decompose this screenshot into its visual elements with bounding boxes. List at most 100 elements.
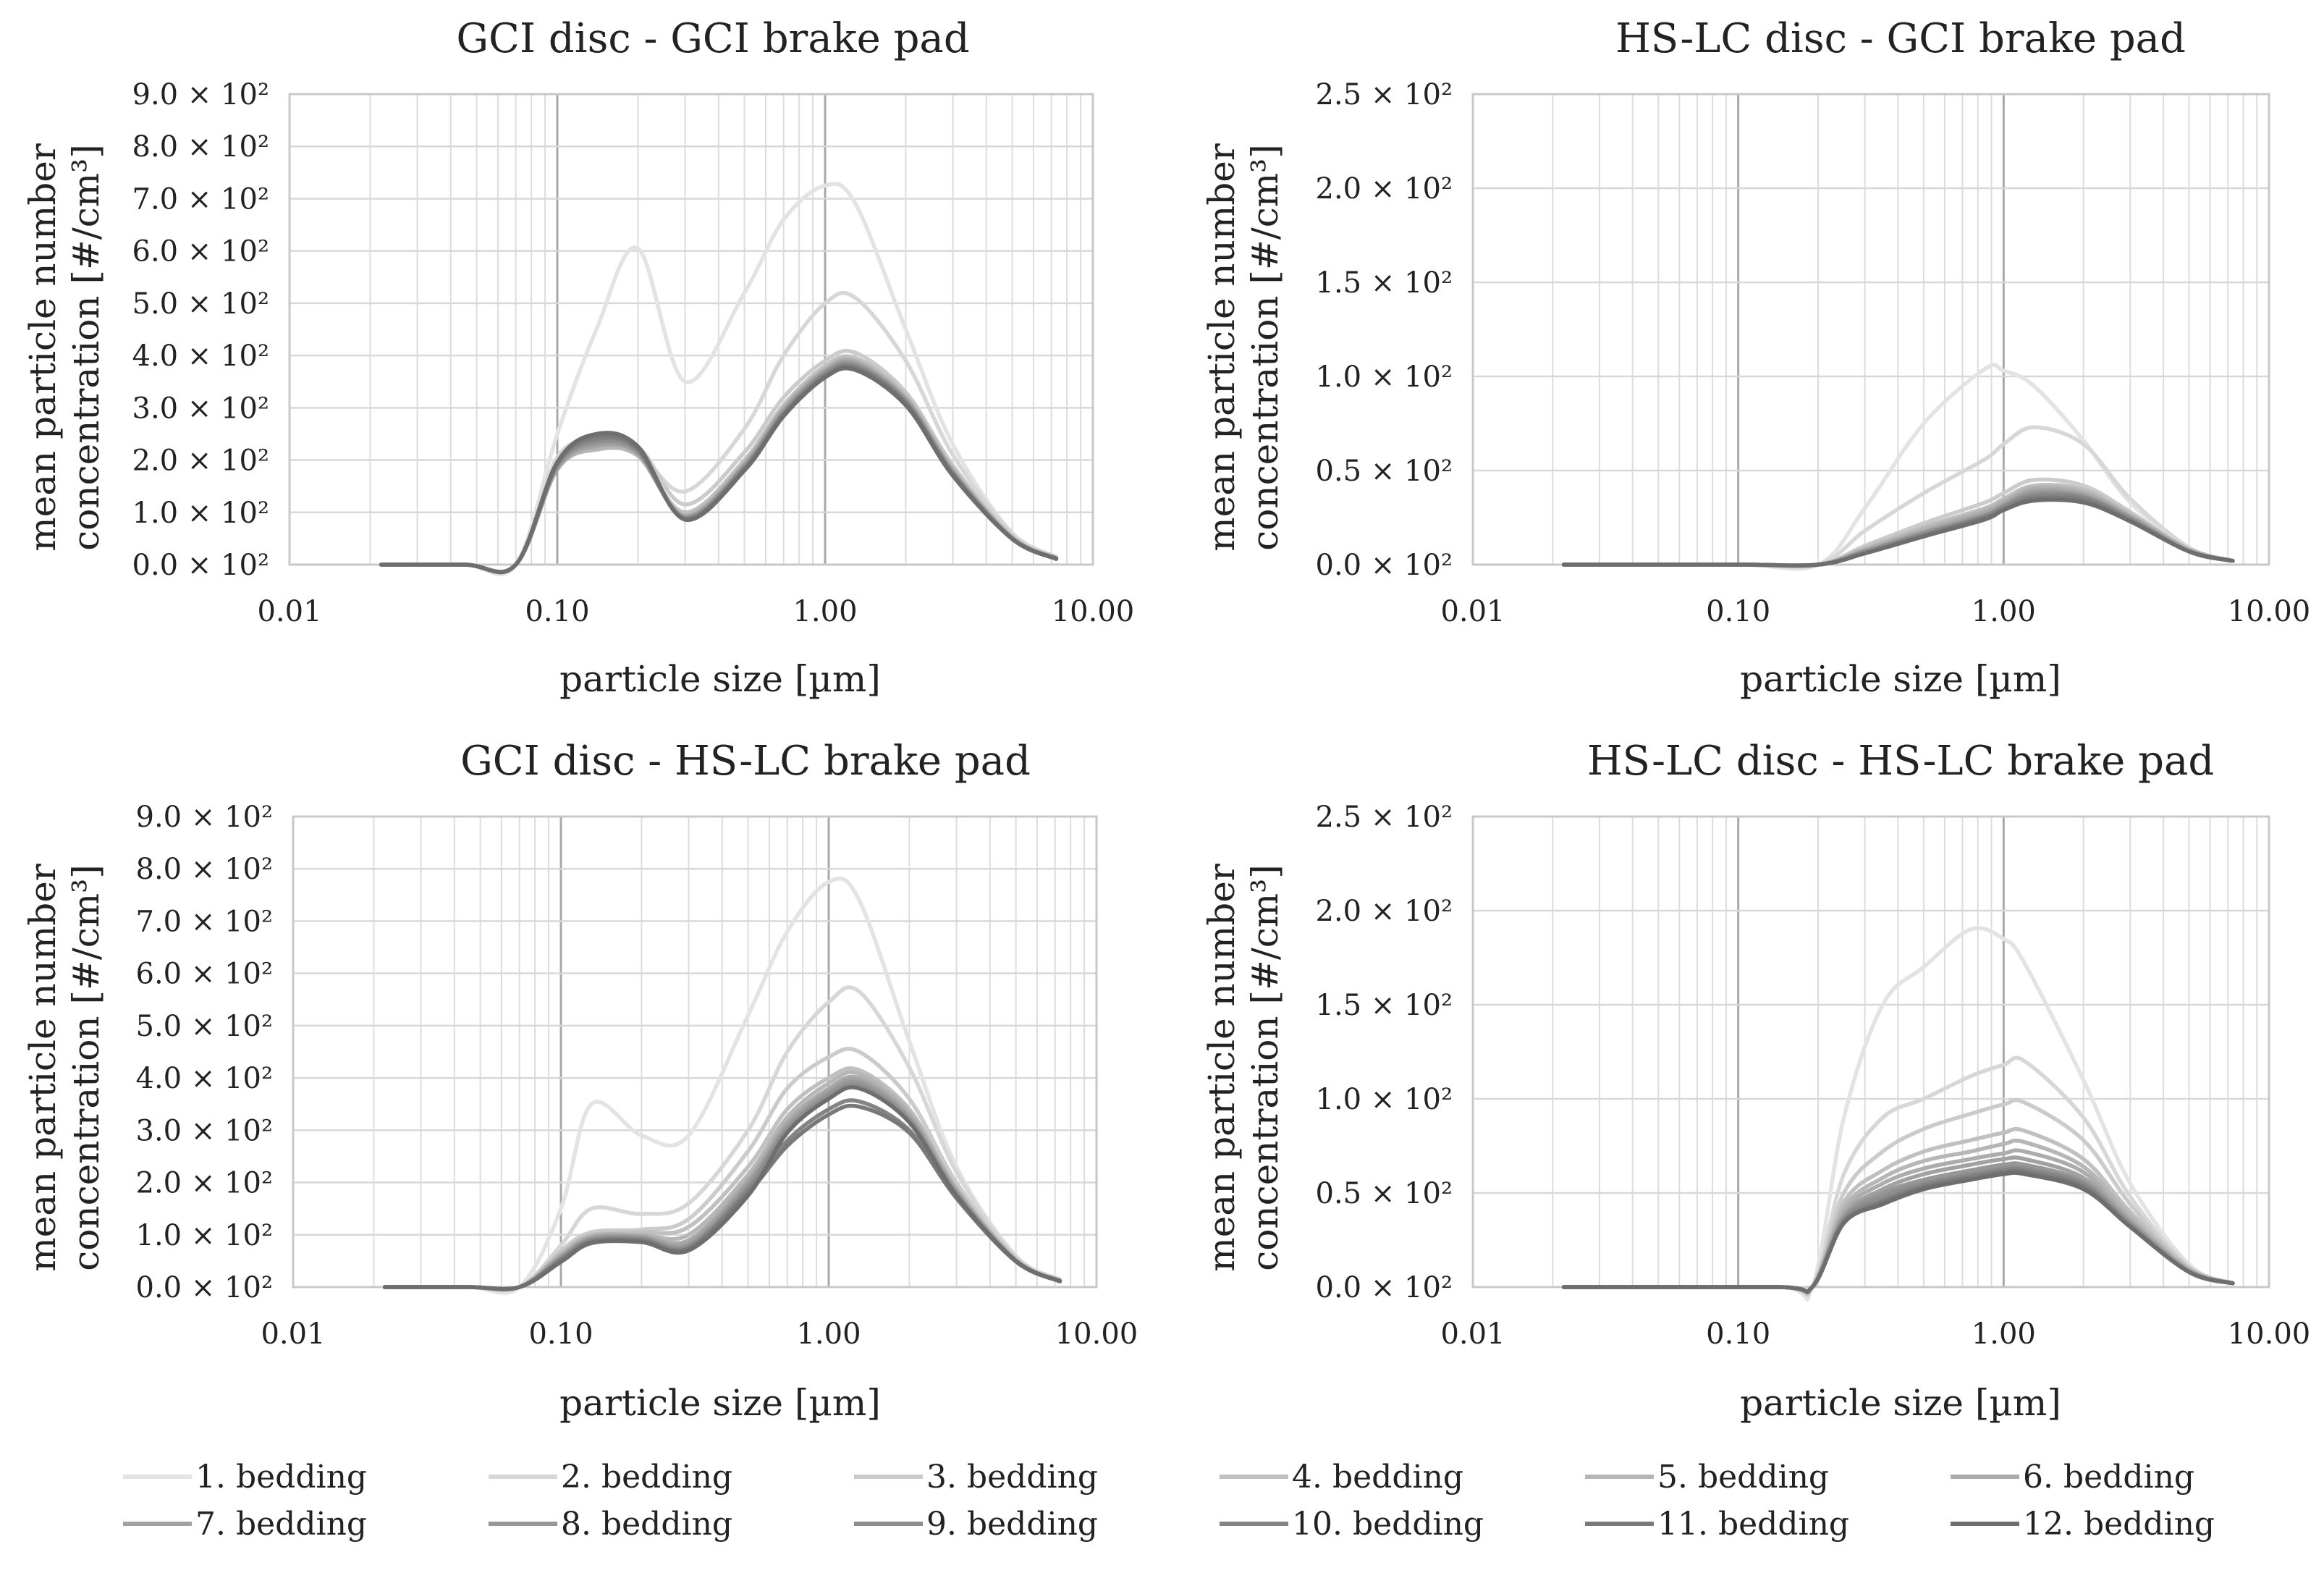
y-tick-label: 1.5 × 10² <box>1316 266 1453 300</box>
legend-label: 4. bedding <box>1292 1459 1463 1496</box>
y-axis-label-line1: mean particle number <box>1201 143 1243 552</box>
plot-border <box>1471 815 2270 1289</box>
y-tick-label: 4.0 × 10² <box>132 340 270 373</box>
y-tick-label: 2.0 × 10² <box>1316 172 1453 206</box>
series-line-12 <box>1561 1171 2235 1294</box>
series-lines <box>379 182 1059 577</box>
legend-label: 9. bedding <box>926 1506 1098 1543</box>
y-tick-label: 0.5 × 10² <box>1316 1177 1453 1210</box>
y-axis-label-line2: concentration [#/cm³] <box>1244 144 1286 550</box>
legend-item-3: 3. bedding <box>854 1459 1098 1496</box>
chart-gci-disc-hslc-pad: GCI disc - HS-LC brake pad mean particle… <box>22 738 1138 1424</box>
y-tick-label: 9.0 × 10² <box>136 801 274 834</box>
legend-label: 3. bedding <box>926 1459 1098 1496</box>
y-tick-label: 0.0 × 10² <box>1316 549 1453 582</box>
y-tick-label: 2.0 × 10² <box>1316 895 1453 928</box>
y-tick-label: 2.0 × 10² <box>132 444 270 478</box>
series-line-12 <box>1561 497 2235 568</box>
y-tick-label: 0.5 × 10² <box>1316 455 1453 488</box>
y-tick-label: 2.5 × 10² <box>1316 801 1453 834</box>
x-tick-label: 0.10 <box>1706 595 1770 628</box>
legend-item-6: 6. bedding <box>1951 1459 2194 1496</box>
chart-title: GCI disc - HS-LC brake pad <box>460 738 1031 785</box>
chart-title: HS-LC disc - GCI brake pad <box>1615 15 2186 62</box>
x-axis-label: particle size [µm] <box>559 658 881 700</box>
legend-item-8: 8. bedding <box>489 1506 732 1543</box>
y-tick-label: 1.0 × 10² <box>136 1219 274 1252</box>
series-line-1 <box>382 876 1062 1295</box>
legend-label: 2. bedding <box>561 1459 732 1496</box>
legend-item-1: 1. bedding <box>123 1459 367 1496</box>
y-tick-label: 6.0 × 10² <box>136 958 274 991</box>
x-tick-label: 0.10 <box>1706 1317 1770 1351</box>
x-axis-label: particle size [µm] <box>1740 658 2061 700</box>
y-tick-label: 1.0 × 10² <box>1316 360 1453 394</box>
y-tick-label: 6.0 × 10² <box>132 235 270 269</box>
y-tick-label: 8.0 × 10² <box>132 130 270 164</box>
y-axis-label-line2: concentration [#/cm³] <box>65 144 107 550</box>
legend-label: 5. bedding <box>1657 1459 1829 1496</box>
x-tick-label: 0.10 <box>525 595 589 628</box>
chart-hslc-disc-gci-pad: HS-LC disc - GCI brake pad mean particle… <box>1201 15 2310 700</box>
x-axis-label: particle size [µm] <box>1740 1382 2061 1424</box>
x-tick-label: 0.01 <box>261 1317 325 1351</box>
series-line-12 <box>379 366 1059 575</box>
legend-item-5: 5. bedding <box>1585 1459 1829 1496</box>
x-tick-label: 0.01 <box>1440 595 1505 628</box>
legend-label: 7. bedding <box>195 1506 367 1543</box>
legend: 1. bedding 2. bedding 3. bedding 4. bedding… <box>123 1459 2215 1543</box>
series-lines <box>1561 363 2235 571</box>
x-tick-label: 10.00 <box>2228 1317 2311 1351</box>
y-tick-label: 3.0 × 10² <box>132 392 270 425</box>
y-axis-label-line1: mean particle number <box>22 864 64 1272</box>
legend-item-7: 7. bedding <box>123 1506 367 1543</box>
x-tick-label: 10.00 <box>1052 595 1135 628</box>
series-lines <box>382 876 1062 1295</box>
y-tick-label: 4.0 × 10² <box>136 1062 274 1095</box>
y-tick-label: 3.0 × 10² <box>136 1114 274 1147</box>
x-tick-label: 0.01 <box>257 595 321 628</box>
x-tick-label: 0.10 <box>528 1317 593 1351</box>
y-tick-label: 0.0 × 10² <box>1316 1271 1453 1304</box>
series-line-12 <box>382 1085 1062 1291</box>
legend-item-9: 9. bedding <box>854 1506 1098 1543</box>
y-tick-label: 2.5 × 10² <box>1316 78 1453 111</box>
legend-label: 1. bedding <box>195 1459 367 1496</box>
y-tick-label: 7.0 × 10² <box>132 182 270 216</box>
y-tick-label: 1.0 × 10² <box>1316 1083 1453 1116</box>
legend-item-2: 2. bedding <box>489 1459 732 1496</box>
y-tick-label: 0.0 × 10² <box>132 549 270 582</box>
legend-item-12: 12. bedding <box>1951 1506 2215 1543</box>
y-tick-label: 2.0 × 10² <box>136 1167 274 1200</box>
y-axis-label-line1: mean particle number <box>1201 864 1243 1272</box>
chart-hslc-disc-hslc-pad: HS-LC disc - HS-LC brake pad mean partic… <box>1201 738 2310 1424</box>
y-tick-label: 0.0 × 10² <box>136 1271 274 1304</box>
plot-border <box>1471 93 2270 566</box>
chart-title: GCI disc - GCI brake pad <box>456 15 969 62</box>
plot-border <box>288 93 1094 566</box>
y-tick-label: 9.0 × 10² <box>132 78 270 111</box>
y-axis-label-line2: concentration [#/cm³] <box>1244 864 1286 1270</box>
chart-title: HS-LC disc - HS-LC brake pad <box>1587 738 2214 785</box>
x-tick-label: 1.00 <box>1972 595 2036 628</box>
x-tick-label: 1.00 <box>1972 1317 2036 1351</box>
x-tick-label: 10.00 <box>2228 595 2311 628</box>
series-line-1 <box>1561 926 2235 1302</box>
y-axis-label-line1: mean particle number <box>22 143 64 552</box>
legend-item-11: 11. bedding <box>1585 1506 1849 1543</box>
x-tick-label: 0.01 <box>1440 1317 1505 1351</box>
legend-label: 6. bedding <box>2023 1459 2194 1496</box>
legend-item-10: 10. bedding <box>1220 1506 1484 1543</box>
x-tick-label: 1.00 <box>796 1317 861 1351</box>
plot-border <box>292 815 1098 1289</box>
x-tick-label: 10.00 <box>1055 1317 1138 1351</box>
chart-gci-disc-gci-pad: GCI disc - GCI brake pad mean particle n… <box>22 15 1134 700</box>
legend-label: 12. bedding <box>2023 1506 2215 1543</box>
series-lines <box>1561 926 2235 1302</box>
y-tick-label: 5.0 × 10² <box>136 1010 274 1043</box>
legend-item-4: 4. bedding <box>1220 1459 1463 1496</box>
x-axis-label: particle size [µm] <box>559 1382 881 1424</box>
y-tick-label: 1.5 × 10² <box>1316 989 1453 1022</box>
y-tick-label: 8.0 × 10² <box>136 853 274 886</box>
